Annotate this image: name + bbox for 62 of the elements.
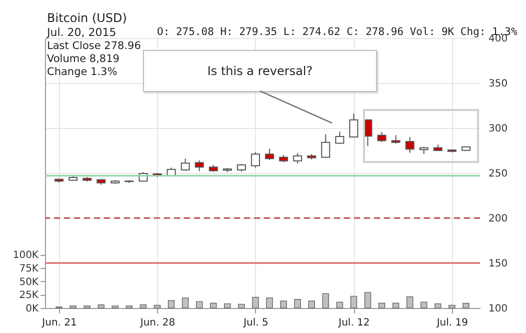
candlestick bbox=[321, 134, 330, 158]
candlestick bbox=[250, 152, 260, 168]
bar bbox=[280, 300, 287, 308]
bar bbox=[210, 302, 217, 308]
x-tick-label: Jul. 19 bbox=[436, 318, 468, 328]
y-tick-label: 400 bbox=[488, 34, 508, 44]
y-tick-label: 150 bbox=[488, 258, 508, 270]
x-tick-label: Jul. 12 bbox=[338, 318, 370, 328]
x-tick-label: Jul. 5 bbox=[242, 318, 268, 328]
candlestick bbox=[335, 131, 344, 144]
callout-box: Is this a reversal? bbox=[143, 50, 377, 92]
bar bbox=[294, 299, 301, 308]
y2-tick-label: 75K bbox=[19, 263, 39, 274]
bar bbox=[448, 304, 456, 308]
bar bbox=[364, 292, 372, 308]
candlestick bbox=[180, 158, 190, 172]
bar bbox=[406, 296, 414, 308]
bar bbox=[434, 303, 442, 308]
y2-tick-label: 100K bbox=[12, 250, 39, 262]
y-tick-label: 300 bbox=[488, 124, 508, 134]
annotation: Last Close 278.96 bbox=[47, 40, 141, 52]
y-tick-label: 200 bbox=[488, 214, 508, 224]
bar bbox=[238, 304, 245, 308]
y2-tick-label: 0K bbox=[26, 304, 39, 314]
annotation: Change 1.3% bbox=[47, 66, 118, 78]
bar bbox=[308, 300, 316, 308]
bar bbox=[266, 297, 273, 308]
candlestick bbox=[377, 132, 386, 142]
bar bbox=[196, 301, 203, 308]
candlestick bbox=[265, 148, 274, 160]
bar bbox=[252, 296, 259, 308]
bar bbox=[420, 302, 428, 308]
y2-tick-label: 25K bbox=[19, 290, 39, 302]
y-tick-label: 100 bbox=[488, 304, 508, 314]
bar bbox=[84, 305, 90, 308]
bar bbox=[70, 305, 76, 308]
chart-subtitle: Jul. 20, 2015 bbox=[47, 26, 116, 39]
bar bbox=[168, 300, 175, 308]
candlestick bbox=[349, 113, 358, 138]
bar bbox=[336, 302, 344, 308]
chart-title: Bitcoin (USD) bbox=[47, 11, 127, 25]
candlestick bbox=[405, 136, 414, 154]
x-tick-label: Jun. 28 bbox=[139, 318, 176, 328]
bar bbox=[182, 297, 189, 308]
y2-tick-label: 50K bbox=[19, 276, 39, 288]
bar bbox=[462, 302, 470, 308]
candlestick bbox=[293, 152, 302, 164]
bar bbox=[154, 304, 161, 308]
annotation: Volume 8,819 bbox=[47, 53, 120, 65]
y-tick-label: 350 bbox=[488, 78, 508, 90]
y-tick-label: 250 bbox=[488, 168, 508, 180]
bar bbox=[126, 305, 133, 308]
bar bbox=[140, 304, 147, 308]
bar bbox=[350, 296, 358, 308]
bar bbox=[378, 302, 386, 308]
bar bbox=[224, 303, 231, 308]
bar bbox=[112, 305, 119, 308]
x-tick-label: Jun. 21 bbox=[41, 318, 77, 328]
bar bbox=[392, 302, 400, 308]
bar bbox=[98, 304, 105, 308]
candlestick bbox=[194, 160, 204, 172]
bar bbox=[322, 293, 330, 308]
